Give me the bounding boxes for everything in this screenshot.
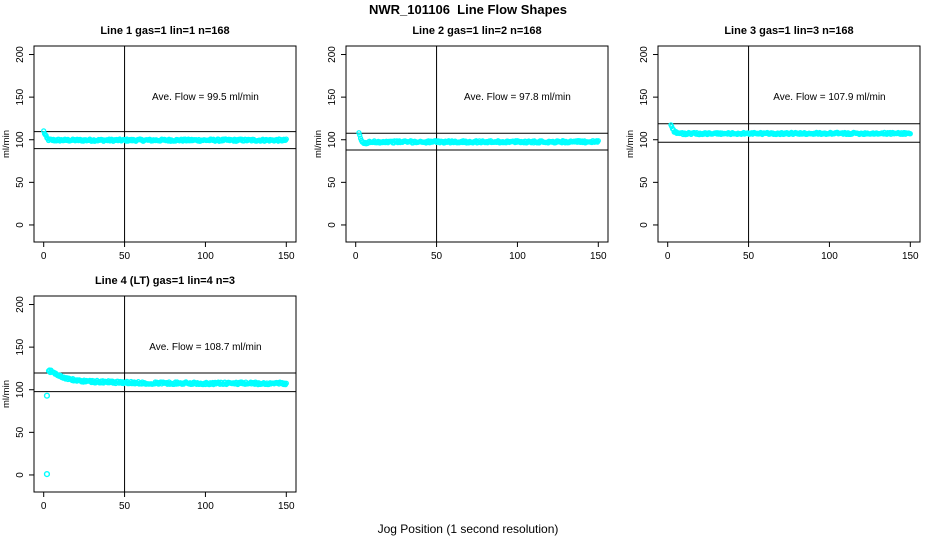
ave-flow-annotation: Ave. Flow = 108.7 ml/min: [149, 342, 261, 353]
data-point: [907, 131, 913, 137]
x-tick-label: 100: [821, 251, 838, 262]
panel-title: Line 3 gas=1 lin=3 n=168: [724, 25, 853, 37]
y-tick-label: 200: [639, 46, 650, 63]
y-axis-label: ml/min: [1, 380, 12, 408]
panel-line-2: 0 50 100 150 0 50 100 150 200 ml/min Line 2 gas=1 …: [312, 20, 624, 270]
figure-title: NWR_101106 Line Flow Shapes: [369, 2, 567, 17]
data-points: [41, 128, 289, 144]
plot-box: [657, 45, 921, 243]
data-points: [356, 130, 601, 147]
ave-flow-annotation: Ave. Flow = 97.8 ml/min: [464, 92, 571, 103]
plot-box: [33, 295, 297, 493]
panel-title: Line 1 gas=1 lin=1 n=168: [100, 25, 229, 37]
y-tick-label: 150: [15, 88, 26, 105]
y-tick-label: 50: [639, 176, 650, 188]
x-tick-label: 50: [119, 501, 131, 512]
y-tick-label: 100: [15, 131, 26, 148]
panel-line-4: 0 50 100 150 0 50 100 150 200 ml/min Line 4 (LT) g…: [0, 270, 312, 520]
panel-grid: 0 50 100 150 0 50 100 150 200 ml/min Line 1 gas=1 …: [0, 20, 936, 520]
outlier-point: [43, 471, 51, 478]
x-tick-label: 100: [509, 251, 526, 262]
outlier-point: [43, 392, 51, 399]
ave-flow-annotation: Ave. Flow = 99.5 ml/min: [152, 92, 259, 103]
panel-line-1-chart: 0 50 100 150 0 50 100 150 200 ml/min Line 1 gas=1 …: [1, 25, 297, 262]
y-tick-label: 200: [327, 46, 338, 63]
data-point: [283, 380, 289, 386]
plot-box: [345, 45, 609, 243]
x-tick-label: 100: [197, 251, 214, 262]
data-points: [668, 122, 913, 138]
y-tick-label: 50: [327, 176, 338, 188]
x-tick-label: 150: [902, 251, 919, 262]
x-tick-label: 150: [278, 501, 295, 512]
y-tick-label: 150: [639, 88, 650, 105]
y-tick-label: 200: [15, 46, 26, 63]
panel-line-4-chart: 0 50 100 150 0 50 100 150 200 ml/min Line 4 (LT) g…: [1, 275, 297, 512]
y-axis-label: ml/min: [313, 130, 324, 158]
axes: 0 50 100 150 0 50 100 150 200 ml/min: [625, 46, 919, 262]
y-tick-label: 50: [15, 176, 26, 188]
axes: 0 50 100 150 0 50 100 150 200 ml/min: [1, 46, 295, 262]
data-point: [283, 136, 289, 142]
x-tick-label: 0: [353, 251, 359, 262]
panel-line-1: 0 50 100 150 0 50 100 150 200 ml/min Line 1 gas=1 …: [0, 20, 312, 270]
x-tick-label: 50: [743, 251, 755, 262]
plot-box: [33, 45, 297, 243]
axes: 0 50 100 150 0 50 100 150 200 ml/min: [313, 46, 607, 262]
panel-line-3: 0 50 100 150 0 50 100 150 200 ml/min Line 3 gas=1 …: [624, 20, 936, 270]
y-tick-label: 200: [15, 296, 26, 313]
empty-cell: [312, 270, 624, 520]
figure-xlabel: Jog Position (1 second resolution): [377, 522, 559, 536]
y-tick-label: 0: [639, 222, 650, 228]
panel-line-3-chart: 0 50 100 150 0 50 100 150 200 ml/min Line 3 gas=1 …: [625, 25, 921, 262]
y-tick-label: 0: [327, 222, 338, 228]
panel-title: Line 4 (LT) gas=1 lin=4 n=3: [95, 275, 235, 287]
x-tick-label: 0: [665, 251, 671, 262]
panel-title: Line 2 gas=1 lin=2 n=168: [412, 25, 541, 37]
x-tick-label: 50: [119, 251, 131, 262]
x-tick-label: 150: [590, 251, 607, 262]
reference-lines: [658, 46, 920, 242]
ave-flow-annotation: Ave. Flow = 107.9 ml/min: [773, 92, 885, 103]
x-tick-label: 100: [197, 501, 214, 512]
reference-lines: [34, 296, 296, 492]
y-axis-label: ml/min: [1, 130, 12, 158]
y-tick-label: 0: [15, 222, 26, 228]
data-point: [357, 132, 363, 138]
y-tick-label: 150: [15, 338, 26, 355]
x-tick-label: 0: [41, 501, 47, 512]
x-tick-label: 150: [278, 251, 295, 262]
x-tick-label: 0: [41, 251, 47, 262]
axes: 0 50 100 150 0 50 100 150 200 ml/min: [1, 296, 295, 512]
y-tick-label: 50: [15, 426, 26, 438]
y-axis-label: ml/min: [625, 130, 636, 158]
y-tick-label: 150: [327, 88, 338, 105]
panel-line-2-chart: 0 50 100 150 0 50 100 150 200 ml/min Line 2 gas=1 …: [313, 25, 609, 262]
y-tick-label: 0: [15, 472, 26, 478]
empty-cell: [624, 270, 936, 520]
data-point: [356, 130, 362, 136]
data-points: [43, 367, 289, 478]
x-tick-label: 50: [431, 251, 443, 262]
data-point: [595, 138, 601, 144]
y-tick-label: 100: [639, 131, 650, 148]
y-tick-label: 100: [15, 381, 26, 398]
y-tick-label: 100: [327, 131, 338, 148]
reference-lines: [34, 46, 296, 242]
